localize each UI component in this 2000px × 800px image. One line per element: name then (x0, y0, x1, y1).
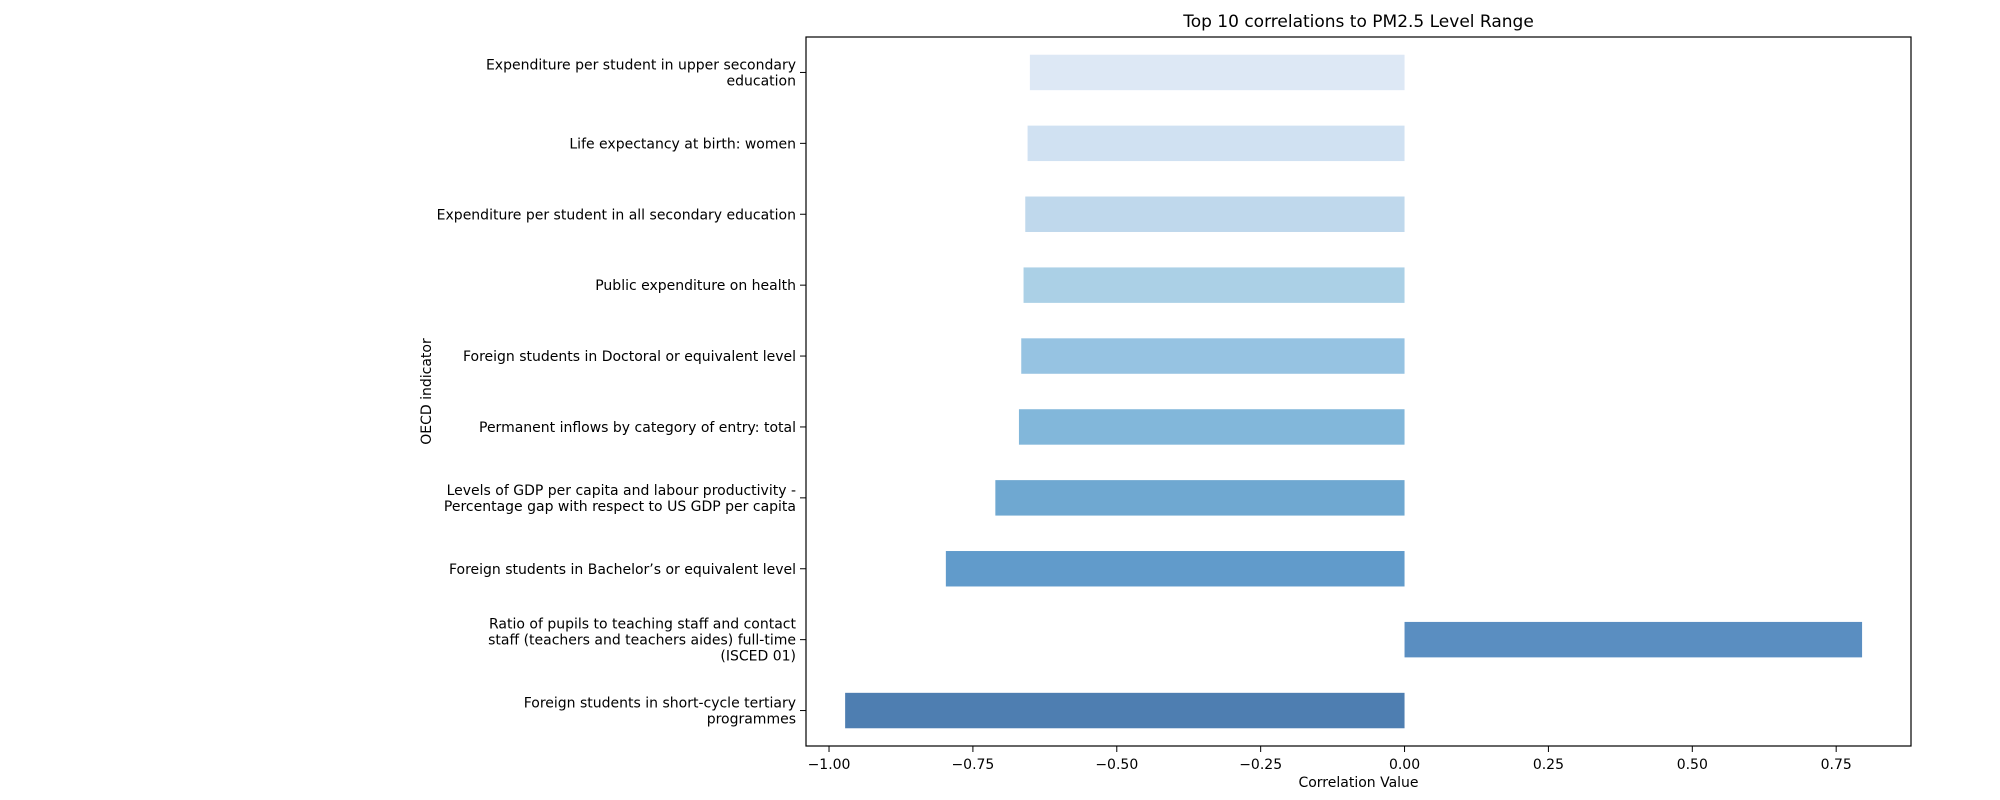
y-tick-label: Levels of GDP per capita and labour prod… (444, 483, 796, 515)
x-tick-label: 0.50 (1677, 757, 1708, 773)
bar (1027, 125, 1405, 162)
bar (1018, 409, 1405, 445)
bar (1025, 196, 1405, 232)
y-tick-label: Life expectancy at birth: women (569, 136, 796, 152)
x-axis: −1.00 −0.75 −0.50 −0.25 0.00 0.25 0.50 0.75 (808, 746, 1852, 773)
bar (1023, 267, 1405, 303)
y-tick-label: Ratio of pupils to teaching staff and co… (488, 617, 796, 665)
bars-layer (845, 54, 1863, 729)
x-tick-label: 0.25 (1533, 757, 1564, 773)
x-tick-label: 0.75 (1821, 757, 1852, 773)
bar (1029, 54, 1405, 91)
x-axis-label: Correlation Value (1298, 775, 1418, 791)
bar (1404, 621, 1863, 658)
bar (845, 692, 1405, 729)
chart-title: Top 10 correlations to PM2.5 Level Range (1182, 12, 1534, 32)
x-tick-label: −0.50 (1095, 757, 1138, 773)
bar (1021, 338, 1405, 374)
y-tick-label: Permanent inflows by category of entry: … (479, 420, 796, 436)
y-tick-label: Foreign students in short-cycle tertiary… (524, 696, 796, 728)
x-tick-label: −0.75 (951, 757, 994, 773)
x-tick-label: −1.00 (808, 757, 851, 773)
y-tick-label: Expenditure per student in all secondary… (437, 207, 796, 223)
y-tick-label: Public expenditure on health (595, 278, 796, 294)
y-tick-label: Foreign students in Doctoral or equivale… (463, 349, 796, 365)
plot-frame (805, 36, 1912, 747)
x-tick-label: 0.00 (1389, 757, 1420, 773)
x-tick-label: −0.25 (1239, 757, 1282, 773)
bar (945, 551, 1405, 587)
y-axis-label: OECD indicator (419, 338, 435, 445)
y-axis: Expenditure per student in upper seconda… (437, 57, 806, 728)
y-tick-label: Expenditure per student in upper seconda… (486, 57, 796, 89)
y-tick-label: Foreign students in Bachelor’s or equiva… (449, 562, 796, 578)
bar (995, 480, 1405, 516)
